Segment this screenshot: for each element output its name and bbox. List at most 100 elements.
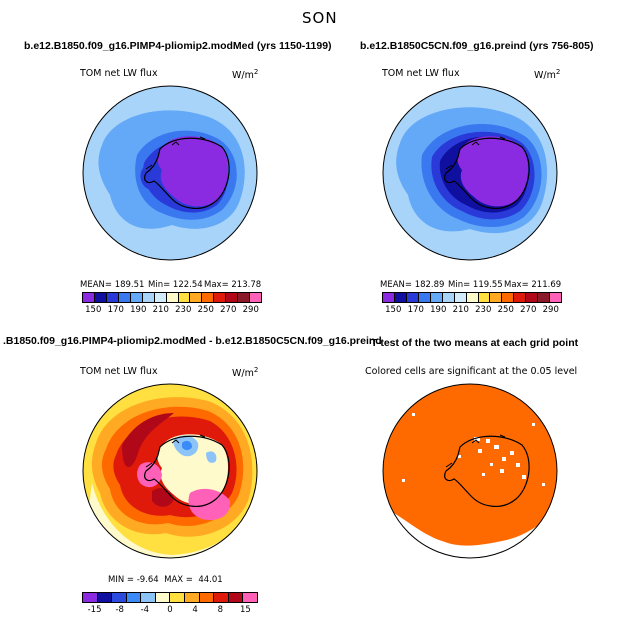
- colorbar-swatch: [126, 593, 142, 602]
- colorbar-swatch: [442, 293, 455, 302]
- colorbar-tick-label: 15: [240, 605, 251, 615]
- colorbar-tick-label: 0: [167, 605, 173, 615]
- map-coastline: [444, 435, 530, 507]
- colorbar-swatch: [94, 293, 107, 302]
- map-coastline: [144, 137, 230, 209]
- colorbar-tick-label: 150: [385, 305, 402, 315]
- colorbar-swatch: [178, 293, 191, 302]
- panel-2-units: W/m2: [534, 68, 561, 82]
- colorbar-swatch: [538, 293, 551, 302]
- colorbar-swatch: [466, 293, 479, 302]
- map-coast-detail: [445, 434, 506, 468]
- colorbar-swatch: [83, 293, 95, 302]
- panel-2-colorbar: [382, 292, 562, 303]
- colorbar-swatch: [214, 593, 229, 602]
- colorbar-tick-label: 4: [192, 605, 198, 615]
- colorbar-swatch: [141, 593, 156, 602]
- colorbar-swatch: [238, 293, 251, 302]
- map-band-dark-red: [122, 413, 174, 468]
- colorbar-tick-label: 250: [197, 305, 214, 315]
- colorbar-tick-label: 230: [475, 305, 492, 315]
- colorbar-swatch: [166, 293, 179, 302]
- colorbar-tick-label: 190: [130, 305, 147, 315]
- panel-3-title: .B1850.f09_g16.PIMP4-pliomip2.modMed - b…: [3, 335, 382, 347]
- panel-3-min-max: MIN = -9.64 MAX = 44.01: [108, 575, 223, 585]
- map-nonsignificant-region-2: [422, 523, 472, 536]
- colorbar-swatch: [406, 293, 419, 302]
- panel-4-subtitle: Colored cells are significant at the 0.0…: [365, 366, 578, 377]
- colorbar-swatch: [383, 293, 395, 302]
- colorbar-tick-label: 8: [217, 605, 223, 615]
- colorbar-tick-label: 210: [452, 305, 469, 315]
- colorbar-swatch: [214, 293, 227, 302]
- panel-2-polar-map: [382, 85, 558, 261]
- map-antarctica-core: [157, 136, 229, 207]
- colorbar-tick-label: 270: [520, 305, 537, 315]
- map-coast-detail: [145, 136, 206, 170]
- panel-2-max: Max= 211.69: [504, 280, 562, 290]
- colorbar-tick-label: 210: [152, 305, 169, 315]
- panel-3-variable-label: TOM net LW flux: [80, 366, 158, 377]
- colorbar-swatch: [430, 293, 443, 302]
- panel-2-variable-label: TOM net LW flux: [382, 68, 460, 79]
- colorbar-swatch: [228, 593, 244, 602]
- map-coast-detail: [445, 136, 506, 170]
- colorbar-swatch: [118, 293, 131, 302]
- map-coastline: [444, 137, 530, 209]
- colorbar-swatch: [226, 293, 239, 302]
- panel-3-colorbar: [82, 592, 258, 603]
- colorbar-tick-label: 190: [430, 305, 447, 315]
- colorbar-swatch: [478, 293, 491, 302]
- colorbar-tick-label: 290: [542, 305, 559, 315]
- panel-3-units: W/m2: [232, 366, 259, 380]
- colorbar-tick-label: 150: [85, 305, 102, 315]
- panel-2-mean: MEAN= 182.89: [380, 280, 445, 290]
- colorbar-swatch: [514, 293, 527, 302]
- panel-1-units: W/m2: [232, 68, 259, 82]
- panel-1-polar-map: [82, 85, 258, 261]
- panel-1-title: b.e12.B1850.f09_g16.PIMP4-pliomip2.modMe…: [24, 40, 332, 52]
- colorbar-swatch: [243, 593, 257, 602]
- panel-4-polar-map: [382, 383, 558, 559]
- colorbar-swatch: [185, 593, 200, 602]
- map-band-pale-yellow: [83, 483, 257, 558]
- colorbar-swatch: [394, 293, 407, 302]
- colorbar-tick-label: -8: [115, 605, 124, 615]
- colorbar-tick-label: 270: [220, 305, 237, 315]
- colorbar-swatch: [418, 293, 431, 302]
- map-antarctica-core: [457, 136, 529, 207]
- colorbar-tick-label: -15: [87, 605, 102, 615]
- colorbar-swatch: [550, 293, 562, 302]
- panel-2-title: b.e12.B1850C5CN.f09_g16.preind (yrs 756-…: [360, 40, 594, 52]
- panel-1-max: Max= 213.78: [204, 280, 262, 290]
- colorbar-swatch: [106, 293, 119, 302]
- map-blue-patch-3: [206, 451, 217, 463]
- panel-1-variable-label: TOM net LW flux: [80, 68, 158, 79]
- colorbar-swatch: [190, 293, 203, 302]
- colorbar-tick-label: 170: [407, 305, 424, 315]
- map-coast-detail: [145, 434, 206, 468]
- colorbar-tick-label: 290: [242, 305, 259, 315]
- panel-1-mean: MEAN= 189.51: [80, 280, 145, 290]
- colorbar-swatch: [142, 293, 155, 302]
- colorbar-swatch: [526, 293, 539, 302]
- colorbar-swatch: [454, 293, 467, 302]
- colorbar-swatch: [170, 593, 186, 602]
- colorbar-swatch: [250, 293, 262, 302]
- colorbar-swatch: [202, 293, 215, 302]
- colorbar-swatch: [112, 593, 127, 602]
- colorbar-tick-label: 170: [107, 305, 124, 315]
- colorbar-swatch: [502, 293, 515, 302]
- colorbar-swatch: [155, 593, 171, 602]
- colorbar-swatch: [130, 293, 143, 302]
- map-blue-patch-2: [182, 440, 192, 450]
- panel-2-min: Min= 119.55: [448, 280, 503, 290]
- colorbar-tick-label: 250: [497, 305, 514, 315]
- colorbar-swatch: [97, 593, 113, 602]
- colorbar-swatch: [199, 593, 215, 602]
- colorbar-tick-label: 230: [175, 305, 192, 315]
- map-coastline: [144, 435, 230, 507]
- map-peninsula: [140, 167, 160, 189]
- map-pink-patch-2: [188, 488, 231, 521]
